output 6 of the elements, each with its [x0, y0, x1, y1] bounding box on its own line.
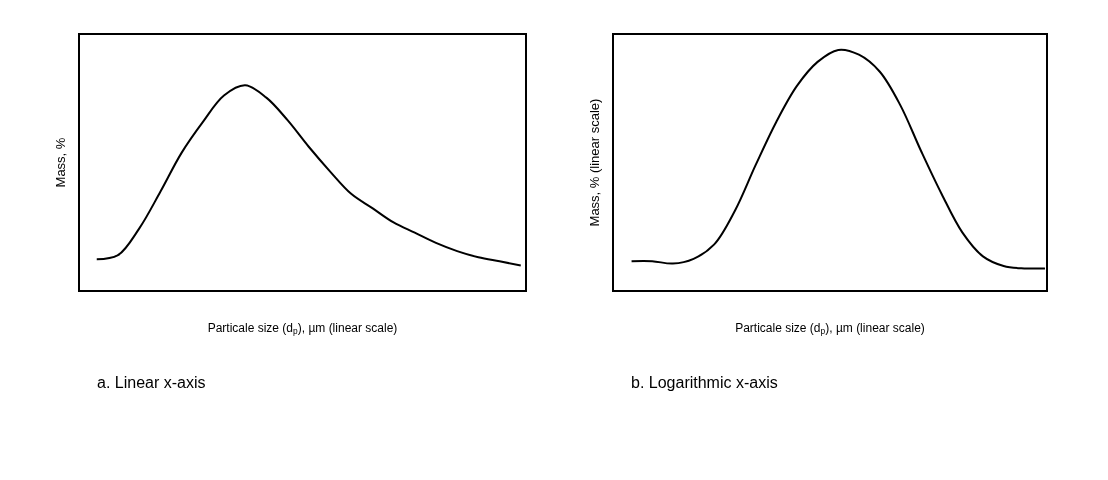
x-axis-title: Particale size (d$_{p}$), µm (linear scale): [207, 320, 398, 337]
text: b. Logarithmic x-axis: [631, 374, 778, 391]
y-axis-title: Mass, %: [52, 137, 68, 188]
text: a. Linear x-axis: [97, 374, 206, 391]
y-axis-title: Mass, % (linear scale): [586, 98, 602, 227]
x-axis-title: Particale size (d$_{p}$), µm (linear scale): [735, 320, 925, 337]
